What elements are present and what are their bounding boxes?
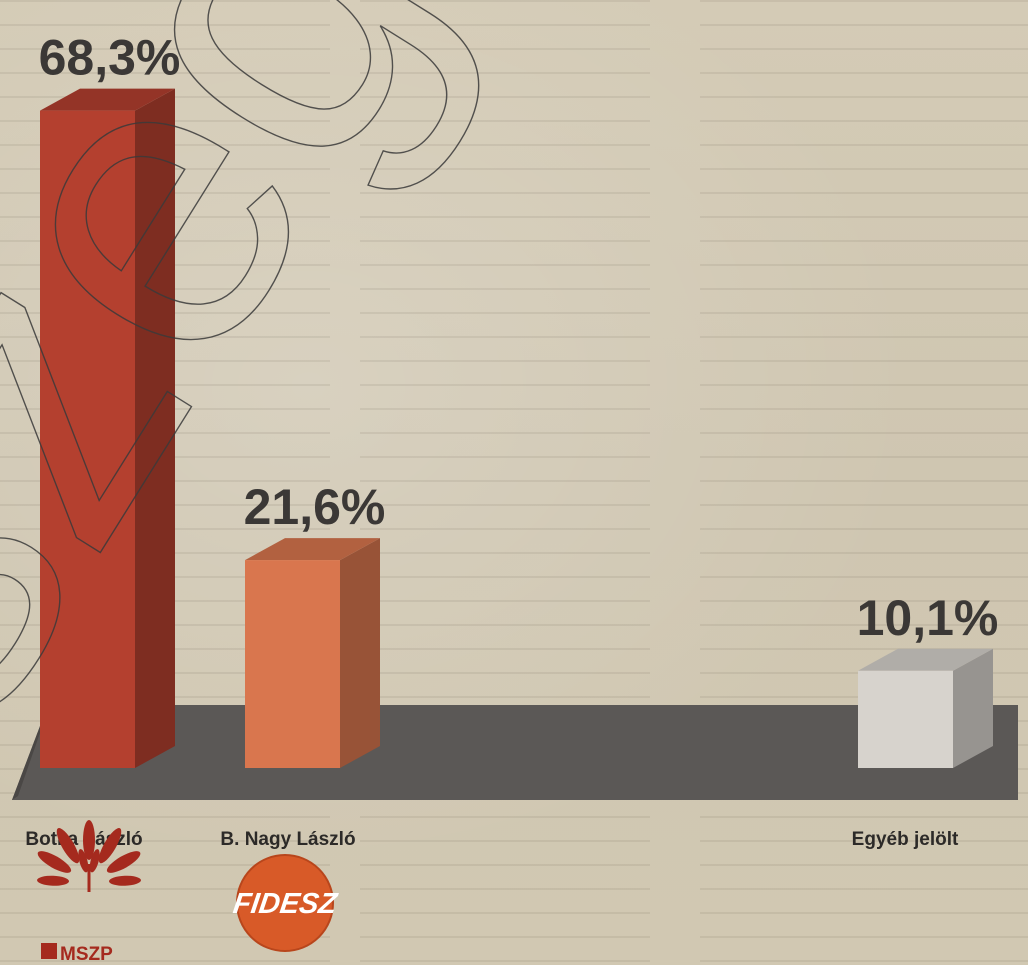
bar-2 [245, 538, 380, 768]
bars-group [40, 88, 993, 769]
bar-side [953, 648, 993, 768]
value-labels-group: 68,3% 21,6% 10,1% [39, 30, 999, 646]
fidesz-logo: FIDESZ [231, 854, 340, 952]
bar-top [858, 648, 993, 671]
category-label-3: Egyéb jelölt [852, 829, 959, 850]
bar-top [245, 538, 380, 561]
watermark: szeged [0, 0, 776, 794]
bar-side [340, 538, 380, 768]
value-label-3: 10,1% [857, 590, 999, 646]
svg-text:FIDESZ: FIDESZ [231, 888, 340, 920]
mszp-logo: MSZP [37, 820, 141, 965]
value-label-2: 21,6% [244, 479, 386, 535]
bar-3 [858, 648, 993, 768]
svg-text:szeged: szeged [0, 0, 776, 794]
svg-text:MSZP: MSZP [60, 944, 113, 965]
category-label-2: B. Nagy László [220, 829, 355, 850]
value-label-1: 68,3% [39, 30, 181, 86]
bar-1 [40, 88, 175, 769]
bar-side [135, 88, 175, 769]
bar-top [40, 88, 175, 111]
bar-front [40, 110, 135, 769]
bar-front [858, 670, 953, 768]
bar-front [245, 560, 340, 768]
